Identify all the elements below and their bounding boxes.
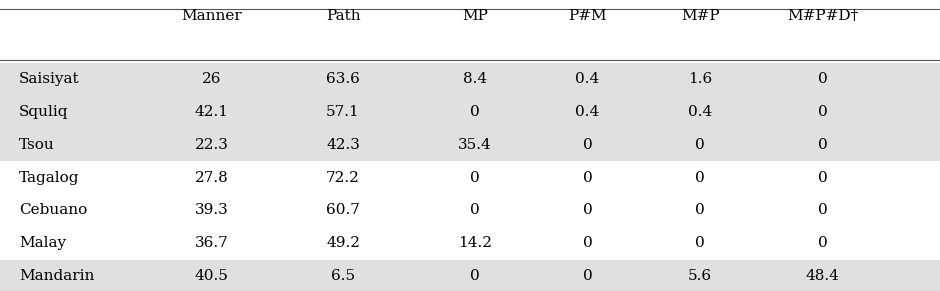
Text: 0: 0: [583, 236, 592, 250]
Text: 0.4: 0.4: [575, 105, 600, 119]
Bar: [0, 96, 940, 128]
Text: 0: 0: [583, 269, 592, 283]
Text: Malay: Malay: [19, 236, 66, 250]
Text: 0: 0: [583, 203, 592, 217]
Text: 0: 0: [818, 236, 827, 250]
Text: Manner: Manner: [181, 9, 242, 23]
Text: 60.7: 60.7: [326, 203, 360, 217]
Text: 0: 0: [583, 171, 592, 185]
Text: 0: 0: [818, 72, 827, 86]
Text: 63.6: 63.6: [326, 72, 360, 86]
Text: 1.6: 1.6: [688, 72, 713, 86]
Text: Cebuano: Cebuano: [19, 203, 87, 217]
Bar: [0, 128, 940, 161]
Text: 57.1: 57.1: [326, 105, 360, 119]
Text: 0: 0: [818, 138, 827, 152]
Text: 6.5: 6.5: [331, 269, 355, 283]
Text: 0: 0: [818, 105, 827, 119]
Text: 5.6: 5.6: [688, 269, 713, 283]
Bar: [0, 161, 940, 194]
Text: 26: 26: [202, 72, 221, 86]
Text: 0: 0: [818, 171, 827, 185]
Text: 48.4: 48.4: [806, 269, 839, 283]
Text: Path: Path: [326, 9, 360, 23]
Text: 0: 0: [696, 138, 705, 152]
Text: MP: MP: [462, 9, 488, 23]
Text: Tagalog: Tagalog: [19, 171, 79, 185]
Text: M#P#D†: M#P#D†: [787, 9, 858, 23]
Text: 0: 0: [470, 105, 479, 119]
Text: 27.8: 27.8: [195, 171, 228, 185]
Text: 0: 0: [470, 171, 479, 185]
Bar: [0, 194, 940, 227]
Text: Mandarin: Mandarin: [19, 269, 94, 283]
Bar: [0, 11, 940, 63]
Text: 8.4: 8.4: [462, 72, 487, 86]
Text: 14.2: 14.2: [458, 236, 492, 250]
Text: 0: 0: [818, 203, 827, 217]
Text: 40.5: 40.5: [195, 269, 228, 283]
Text: 49.2: 49.2: [326, 236, 360, 250]
Text: 0: 0: [470, 203, 479, 217]
Bar: [0, 260, 940, 291]
Text: 36.7: 36.7: [195, 236, 228, 250]
Text: 0.4: 0.4: [688, 105, 713, 119]
Bar: [0, 63, 940, 96]
Text: 72.2: 72.2: [326, 171, 360, 185]
Text: Squliq: Squliq: [19, 105, 69, 119]
Text: 0: 0: [696, 171, 705, 185]
Text: 0: 0: [696, 203, 705, 217]
Text: 35.4: 35.4: [458, 138, 492, 152]
Text: Tsou: Tsou: [19, 138, 55, 152]
Text: 39.3: 39.3: [195, 203, 228, 217]
Text: 42.3: 42.3: [326, 138, 360, 152]
Text: 42.1: 42.1: [195, 105, 228, 119]
Text: 22.3: 22.3: [195, 138, 228, 152]
Bar: [0, 227, 940, 260]
Text: Saisiyat: Saisiyat: [19, 72, 79, 86]
Text: P#M: P#M: [568, 9, 607, 23]
Text: 0: 0: [696, 236, 705, 250]
Text: M#P: M#P: [681, 9, 720, 23]
Text: 0.4: 0.4: [575, 72, 600, 86]
Text: 0: 0: [470, 269, 479, 283]
Text: 0: 0: [583, 138, 592, 152]
